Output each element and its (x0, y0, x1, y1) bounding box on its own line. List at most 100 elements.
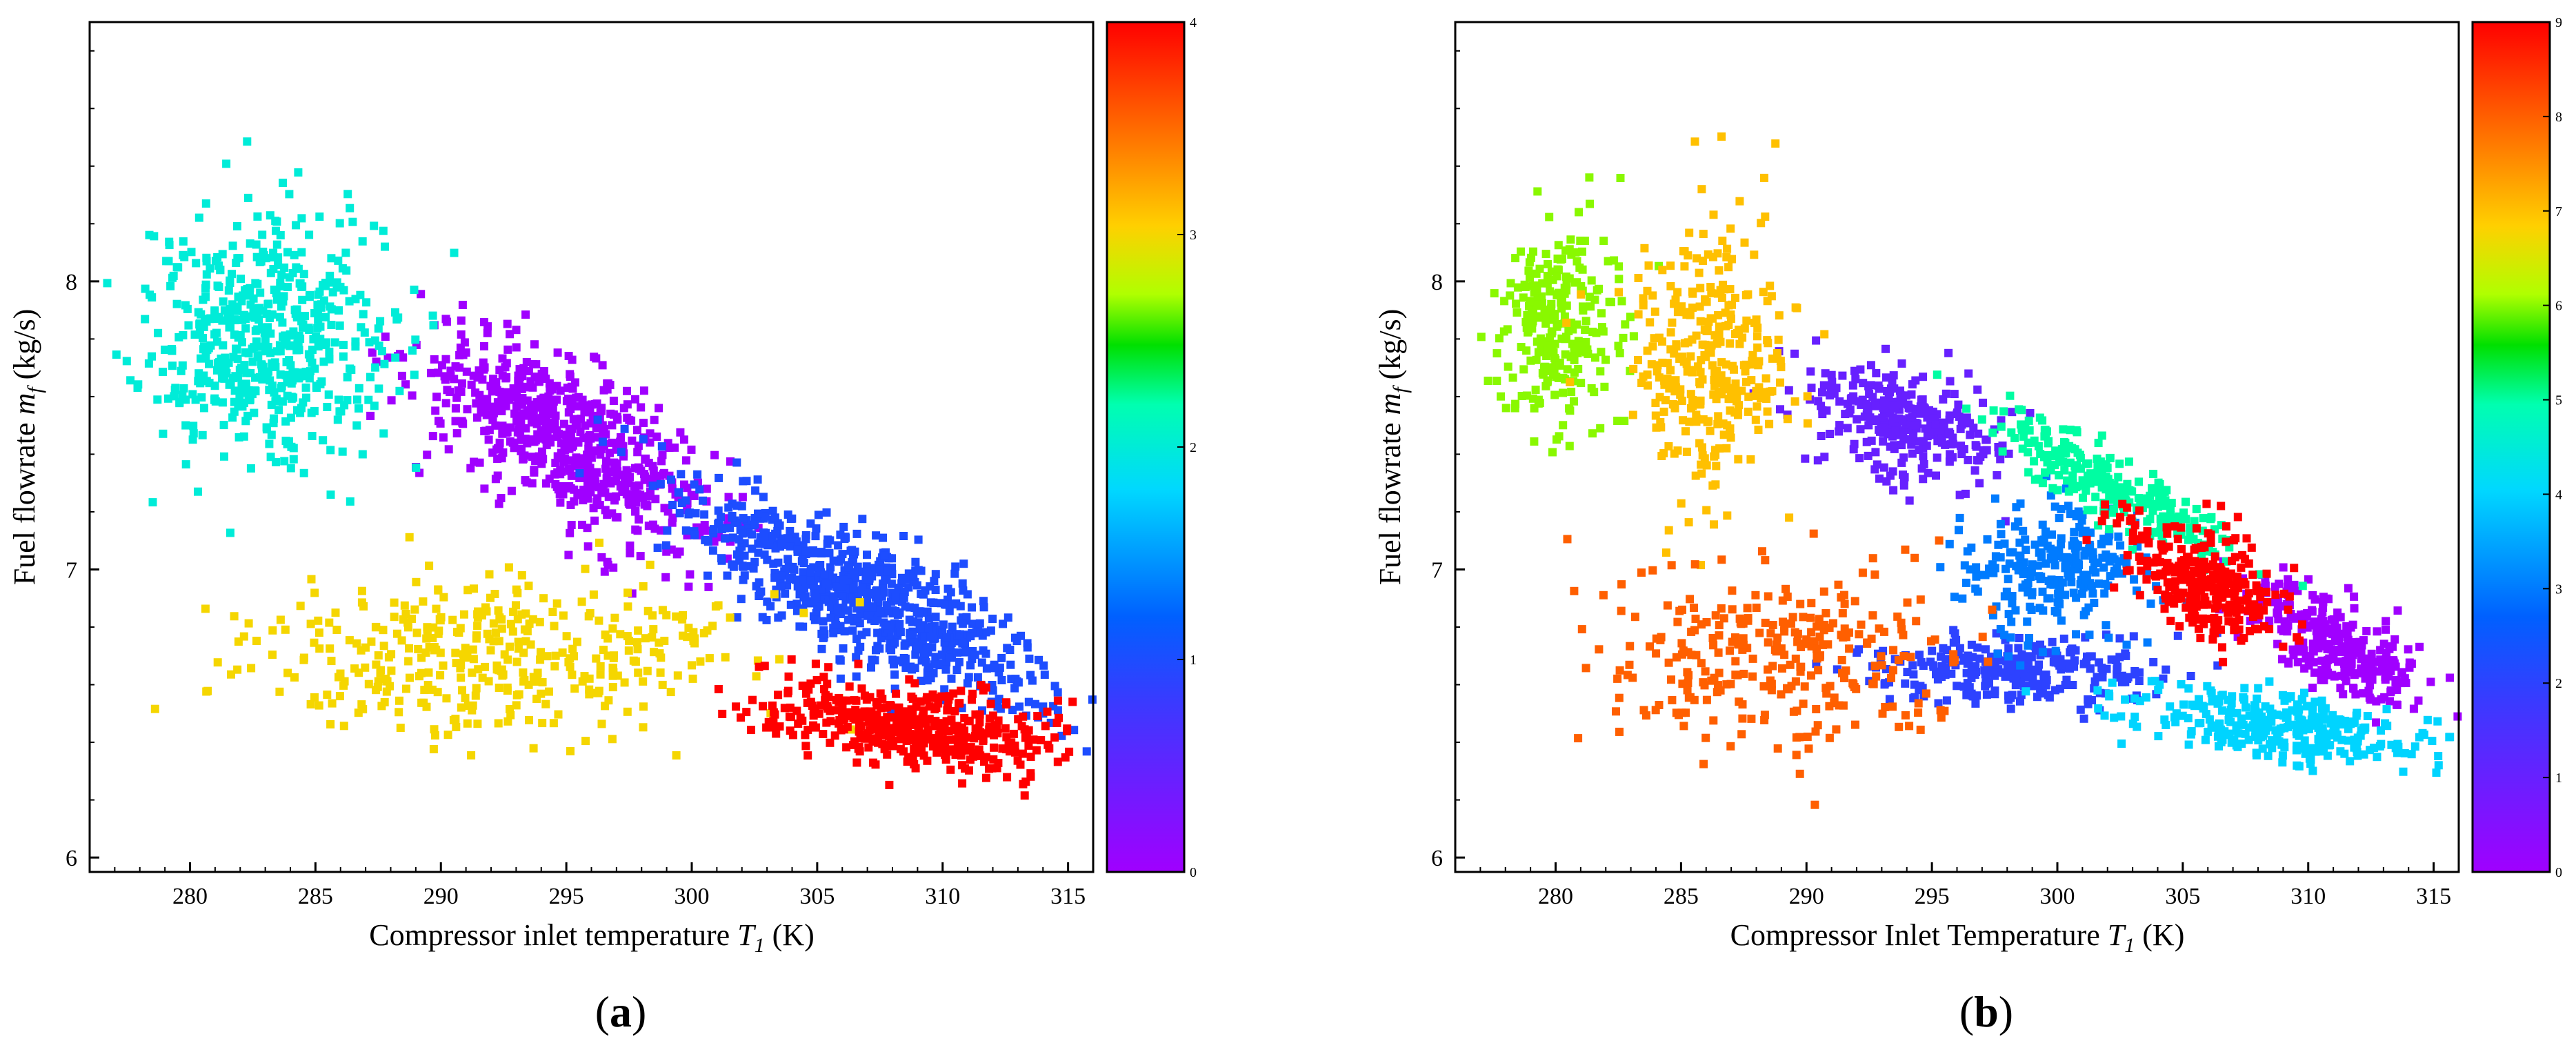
data-point (2405, 663, 2414, 672)
data-point (1619, 333, 1628, 342)
data-point (2034, 441, 2043, 450)
data-point (2062, 675, 2071, 684)
data-point (473, 622, 482, 631)
data-point (2204, 727, 2213, 736)
data-point (888, 742, 897, 751)
data-point (286, 413, 295, 422)
data-point (2094, 439, 2103, 448)
series-cluster-2 (103, 137, 459, 537)
data-point (210, 330, 219, 339)
data-point (281, 625, 290, 634)
data-point (1936, 563, 1945, 572)
data-point (2099, 563, 2108, 572)
data-point (668, 501, 677, 509)
data-point (1017, 631, 1025, 640)
data-point (714, 519, 723, 528)
data-point (803, 726, 812, 734)
data-point (862, 628, 871, 637)
data-point (1851, 375, 1860, 384)
data-point (530, 468, 539, 477)
data-point (881, 621, 890, 630)
data-point (2382, 617, 2390, 626)
data-point (2044, 439, 2053, 448)
data-point (213, 366, 221, 375)
data-point (634, 668, 643, 677)
data-point (2086, 652, 2095, 661)
data-point (332, 278, 341, 287)
data-point (545, 687, 553, 696)
data-point (1615, 349, 1624, 357)
data-point (821, 579, 830, 588)
data-point (949, 689, 958, 698)
data-point (981, 683, 990, 692)
data-point (2087, 582, 2096, 590)
data-point (252, 252, 261, 261)
data-point (971, 710, 980, 719)
data-point (2319, 747, 2328, 756)
data-point (404, 657, 413, 666)
data-point (2037, 553, 2046, 562)
data-point (2297, 720, 2305, 729)
data-point (930, 660, 939, 669)
data-point (2143, 638, 2152, 647)
data-point (628, 436, 637, 445)
data-point (979, 597, 988, 606)
data-point (375, 341, 383, 350)
data-point (558, 648, 567, 657)
data-point (335, 395, 343, 404)
data-point (497, 494, 506, 502)
data-point (2266, 740, 2274, 748)
data-point (708, 622, 717, 631)
data-point (2038, 520, 2047, 529)
data-point (509, 607, 518, 616)
data-point (1911, 421, 1920, 430)
data-point (1587, 384, 1596, 393)
data-point (508, 627, 517, 636)
data-point (2328, 653, 2337, 662)
data-point (286, 464, 295, 473)
data-point (226, 528, 234, 537)
data-point (852, 635, 861, 644)
data-point (1003, 773, 1012, 782)
data-point (2073, 464, 2082, 472)
data-point (2011, 681, 2020, 690)
data-point (1908, 380, 1917, 389)
data-point (430, 355, 439, 364)
data-point (1905, 496, 1914, 505)
data-point (690, 480, 699, 489)
data-point (324, 390, 333, 399)
data-point (429, 745, 438, 753)
data-point (335, 219, 344, 228)
data-point (945, 606, 954, 615)
data-point (597, 553, 606, 562)
data-point (295, 372, 303, 381)
data-point (379, 626, 388, 635)
data-point (239, 432, 248, 441)
data-point (2057, 445, 2066, 453)
data-point (724, 493, 733, 502)
data-point (2329, 721, 2338, 730)
data-point (477, 398, 486, 407)
data-point (826, 738, 835, 747)
data-point (2048, 546, 2057, 555)
data-point (958, 732, 967, 741)
data-point (717, 554, 726, 563)
data-point (327, 321, 336, 329)
data-point (535, 617, 544, 626)
data-point (684, 624, 693, 633)
data-point (2337, 735, 2346, 744)
data-point (2244, 735, 2253, 744)
data-point (2353, 708, 2362, 717)
data-point (681, 526, 690, 535)
data-point (405, 533, 414, 542)
data-point (896, 628, 905, 637)
data-point (1966, 430, 1975, 439)
data-point (620, 678, 629, 687)
data-point (2315, 621, 2323, 630)
data-point (439, 433, 448, 442)
data-point (784, 534, 793, 543)
data-point (839, 522, 848, 531)
data-point (457, 673, 466, 682)
data-point (1009, 729, 1018, 738)
data-point (405, 644, 413, 653)
